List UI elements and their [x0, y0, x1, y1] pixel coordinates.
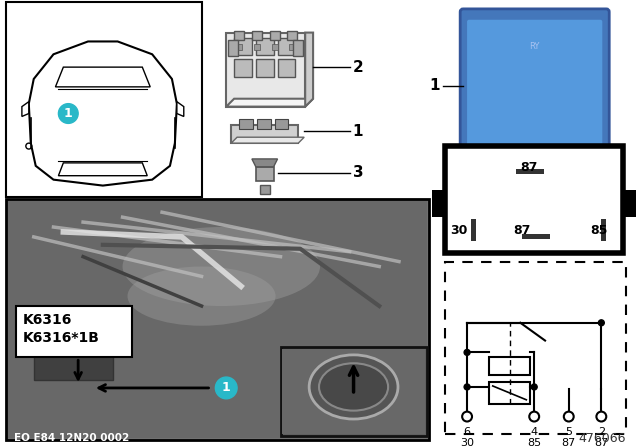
Text: 3: 3: [353, 165, 363, 180]
Bar: [6, 2, 202, 198]
Bar: [234, 59, 252, 77]
Bar: [489, 382, 531, 404]
Polygon shape: [231, 137, 304, 143]
Bar: [489, 358, 531, 375]
Bar: [231, 125, 298, 143]
Bar: [234, 30, 244, 40]
Bar: [282, 349, 424, 434]
Bar: [550, 151, 564, 173]
Bar: [552, 183, 562, 189]
Text: 5: 5: [565, 427, 572, 437]
Ellipse shape: [319, 363, 388, 411]
Text: K6316*1B: K6316*1B: [23, 331, 100, 345]
Bar: [445, 262, 626, 434]
Bar: [445, 146, 623, 253]
Bar: [239, 120, 253, 129]
Bar: [260, 185, 269, 194]
Bar: [256, 59, 274, 77]
FancyBboxPatch shape: [467, 20, 602, 147]
Bar: [256, 167, 274, 181]
Ellipse shape: [123, 227, 320, 306]
FancyBboxPatch shape: [460, 9, 609, 158]
Text: 1: 1: [222, 381, 230, 394]
Text: 2: 2: [598, 427, 605, 437]
Bar: [602, 219, 606, 241]
Bar: [522, 234, 550, 239]
Text: K6316: K6316: [23, 313, 72, 327]
Ellipse shape: [309, 355, 398, 419]
Polygon shape: [22, 102, 29, 116]
Text: 1: 1: [429, 78, 440, 93]
Bar: [471, 219, 476, 241]
Bar: [502, 183, 513, 189]
Polygon shape: [305, 33, 313, 107]
Circle shape: [464, 384, 470, 390]
Text: 476066: 476066: [579, 432, 626, 445]
Bar: [289, 44, 295, 50]
Text: 1: 1: [64, 107, 73, 120]
Circle shape: [462, 412, 472, 422]
Circle shape: [596, 412, 606, 422]
Circle shape: [598, 320, 604, 326]
Ellipse shape: [127, 267, 276, 326]
Polygon shape: [29, 42, 177, 185]
Circle shape: [26, 143, 32, 149]
Bar: [271, 44, 278, 50]
Bar: [471, 151, 491, 173]
Bar: [226, 33, 305, 107]
Text: 87: 87: [520, 161, 538, 174]
Text: 87: 87: [514, 224, 531, 237]
Bar: [275, 120, 289, 129]
Text: 30: 30: [451, 224, 468, 237]
Text: 87: 87: [562, 438, 576, 448]
Circle shape: [531, 384, 537, 390]
Bar: [293, 40, 303, 56]
Bar: [228, 40, 238, 56]
Text: 85: 85: [590, 224, 607, 237]
Bar: [256, 38, 274, 55]
Bar: [8, 201, 427, 438]
Bar: [236, 44, 242, 50]
Bar: [473, 183, 489, 189]
Polygon shape: [508, 160, 552, 190]
Bar: [280, 348, 427, 436]
Text: 2: 2: [353, 60, 364, 75]
Bar: [252, 30, 262, 40]
Polygon shape: [56, 67, 150, 87]
Polygon shape: [252, 159, 278, 167]
Circle shape: [529, 412, 539, 422]
Bar: [6, 199, 429, 440]
Bar: [500, 151, 515, 173]
Text: 6: 6: [463, 427, 470, 437]
Text: 87: 87: [594, 438, 609, 448]
Bar: [257, 120, 271, 129]
Polygon shape: [226, 99, 313, 107]
Circle shape: [58, 103, 78, 123]
Bar: [573, 151, 593, 173]
Text: 85: 85: [527, 438, 541, 448]
Bar: [623, 190, 637, 217]
Bar: [269, 30, 280, 40]
Bar: [278, 38, 295, 55]
Bar: [287, 30, 298, 40]
Circle shape: [564, 412, 573, 422]
Circle shape: [216, 377, 237, 399]
Bar: [575, 183, 591, 189]
Text: 1: 1: [353, 124, 363, 139]
Bar: [254, 44, 260, 50]
Text: EO E84 12N20 0002: EO E84 12N20 0002: [14, 433, 129, 443]
Circle shape: [464, 349, 470, 355]
Text: 4: 4: [531, 427, 538, 437]
Bar: [234, 38, 252, 55]
Polygon shape: [58, 163, 147, 176]
Bar: [516, 169, 544, 174]
Bar: [278, 59, 295, 77]
Bar: [16, 306, 132, 358]
Bar: [431, 190, 445, 217]
Text: 30: 30: [460, 438, 474, 448]
Text: RY: RY: [529, 42, 540, 51]
Polygon shape: [177, 102, 184, 116]
Bar: [34, 350, 113, 380]
